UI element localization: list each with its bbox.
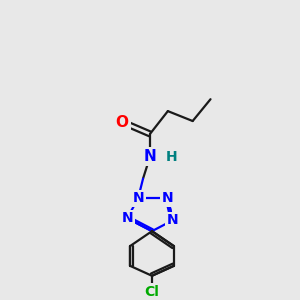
Text: N: N xyxy=(122,211,133,225)
Text: N: N xyxy=(132,191,144,206)
Text: N: N xyxy=(167,213,178,227)
Text: N: N xyxy=(162,191,174,206)
Text: H: H xyxy=(166,150,178,164)
Text: N: N xyxy=(144,149,156,164)
Text: O: O xyxy=(116,115,129,130)
Text: Cl: Cl xyxy=(145,285,159,299)
